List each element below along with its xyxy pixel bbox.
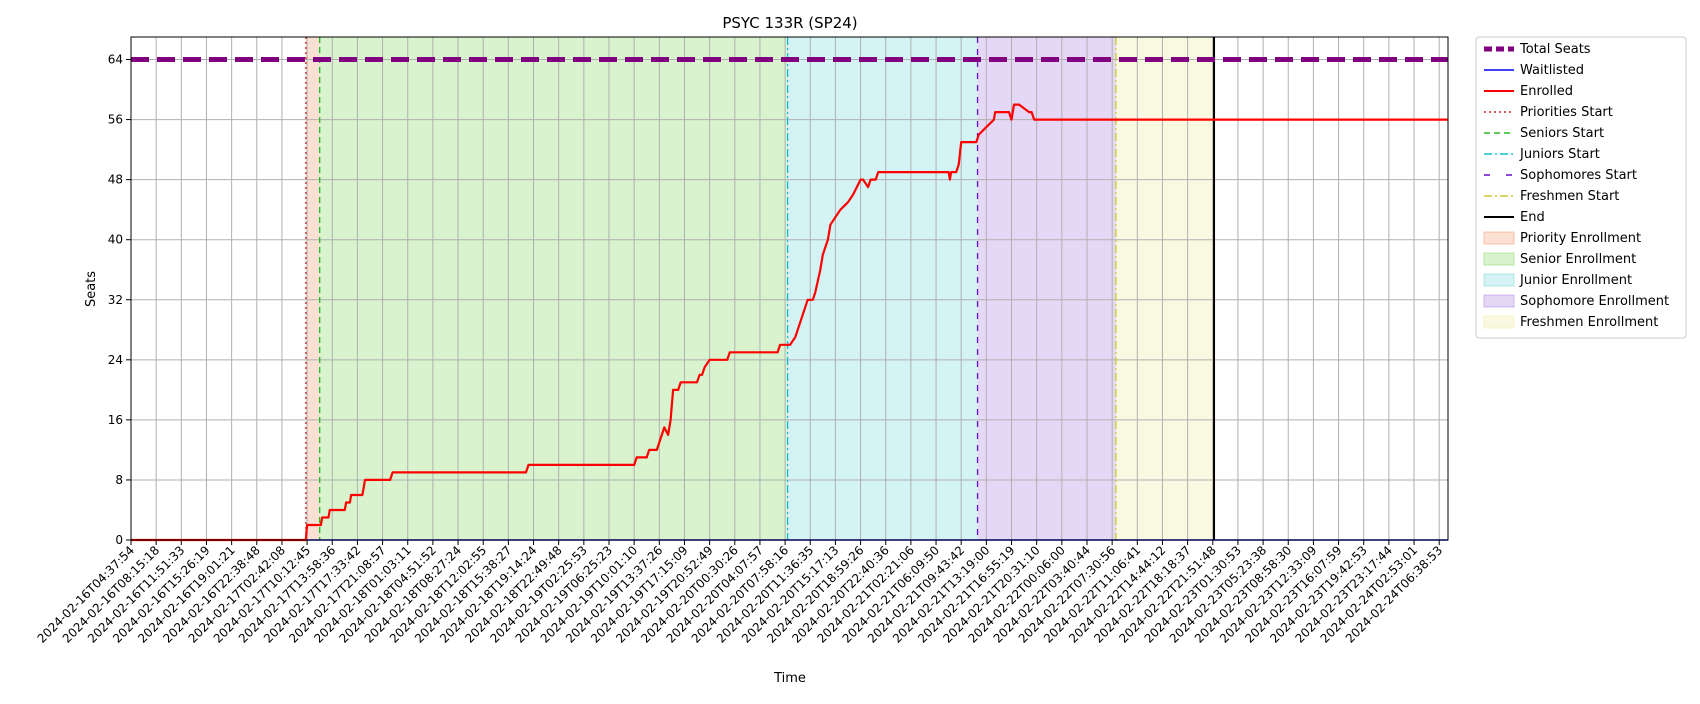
legend: Total Seats Waitlisted Enrolled Priorities … [1475,36,1687,339]
plot-frame [130,36,1449,541]
series-enrolled [131,103,1448,542]
y-axis: 0 8 16 24 32 40 48 56 64 [108,53,131,547]
legend-label: Seniors Start [1520,126,1604,141]
legend-swatch [1483,315,1515,329]
phase-band [977,37,1116,540]
y-tick-label: 0 [115,533,123,547]
legend-label: Sophomore Enrollment [1520,294,1669,309]
legend-label: Junior Enrollment [1519,273,1632,288]
phase-band [305,37,320,540]
legend-label: Priorities Start [1520,105,1613,120]
x-axis: 2024-02-16T04:37:542024-02-16T08:15:1820… [35,540,1445,646]
phase-band [1115,37,1215,540]
legend-label: Freshmen Enrollment [1520,315,1658,330]
y-tick-label: 64 [108,53,123,67]
y-tick-label: 40 [108,233,123,247]
legend-label: Freshmen Start [1520,189,1619,204]
y-tick-label: 48 [108,173,123,187]
legend-label: Enrolled [1520,84,1573,99]
legend-label: Waitlisted [1520,63,1584,78]
phase-band [787,37,978,540]
legend-label: End [1520,210,1545,225]
legend-box [1475,36,1687,339]
legend-swatch [1483,273,1515,287]
y-tick-label: 32 [108,293,123,307]
y-tick-label: 56 [108,113,123,127]
legend-label: Senior Enrollment [1520,252,1636,267]
legend-label: Priority Enrollment [1520,231,1641,246]
legend-label: Juniors Start [1519,147,1600,162]
y-tick-label: 8 [115,473,123,487]
x-axis-label: Time [773,671,806,686]
y-tick-label: 16 [108,413,123,427]
y-tick-label: 24 [108,353,123,367]
legend-swatch [1483,231,1515,245]
legend-label: Sophomores Start [1520,168,1637,183]
legend-label: Total Seats [1519,42,1591,57]
marker-lines [305,37,1216,540]
legend-swatch [1483,252,1515,266]
chart-title: PSYC 133R (SP24) [722,14,857,32]
y-axis-label: Seats [84,271,99,307]
legend-swatch [1483,294,1515,308]
